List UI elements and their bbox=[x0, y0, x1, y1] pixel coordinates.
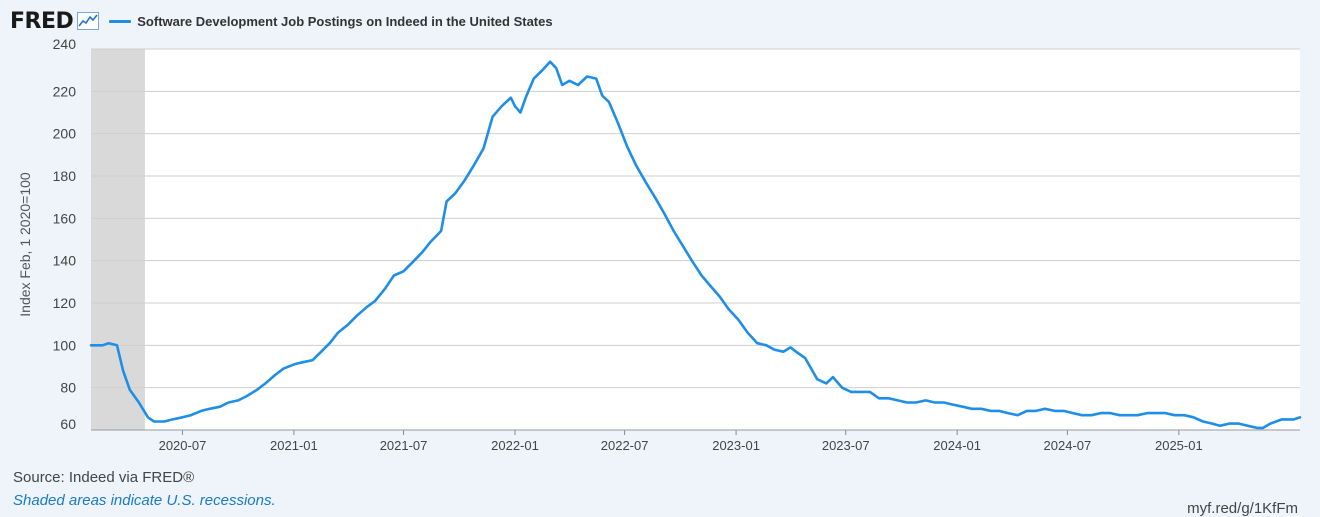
x-tick-label: 2020-07 bbox=[159, 438, 207, 453]
recession-note[interactable]: Shaded areas indicate U.S. recessions. bbox=[13, 492, 276, 509]
fred-logo[interactable]: FRED bbox=[10, 8, 74, 34]
chart-legend[interactable]: Software Development Job Postings on Ind… bbox=[109, 13, 553, 29]
y-axis-label: Index Feb, 1 2020=100 bbox=[17, 172, 33, 317]
x-tick-label: 2021-01 bbox=[270, 438, 318, 453]
legend-line-swatch bbox=[109, 19, 132, 23]
y-tick-label: 140 bbox=[53, 253, 77, 269]
x-tick-label: 2024-07 bbox=[1044, 438, 1092, 453]
x-tick-label: 2022-01 bbox=[491, 438, 539, 453]
y-tick-label: 240 bbox=[53, 36, 77, 52]
recession-shade bbox=[91, 49, 145, 430]
plot-area bbox=[91, 49, 1300, 430]
y-tick-label: 200 bbox=[53, 126, 77, 142]
x-tick-label: 2023-01 bbox=[712, 438, 760, 453]
x-tick-label: 2025-01 bbox=[1155, 438, 1203, 453]
legend-series-label: Software Development Job Postings on Ind… bbox=[137, 13, 553, 29]
short-url[interactable]: myf.red/g/1KfFm bbox=[1187, 500, 1298, 517]
chart-header: FRED Software Development Job Postings o… bbox=[10, 6, 553, 36]
line-chart-icon bbox=[77, 12, 100, 30]
series-line[interactable] bbox=[89, 60, 1302, 430]
x-tick-label: 2021-07 bbox=[380, 438, 428, 453]
x-tick-label: 2022-07 bbox=[601, 438, 649, 453]
y-tick-label: 120 bbox=[53, 295, 77, 311]
y-tick-label: 180 bbox=[53, 168, 77, 184]
source-text: Source: Indeed via FRED® bbox=[13, 469, 195, 486]
x-tick-label: 2023-07 bbox=[822, 438, 870, 453]
y-tick-label: 80 bbox=[60, 380, 76, 396]
y-tick-label: 60 bbox=[60, 416, 76, 432]
y-tick-label: 100 bbox=[53, 337, 77, 353]
x-tick-label: 2024-01 bbox=[933, 438, 981, 453]
y-tick-label: 220 bbox=[53, 83, 77, 99]
y-tick-label: 160 bbox=[53, 210, 77, 226]
